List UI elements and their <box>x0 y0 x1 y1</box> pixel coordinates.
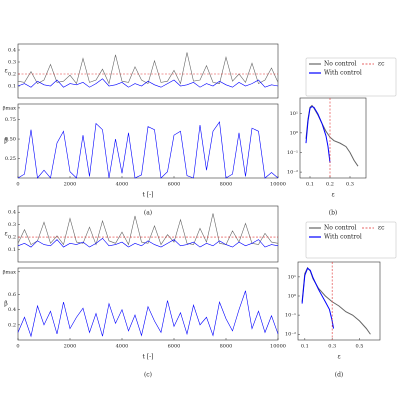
series-line <box>17 290 279 338</box>
y-tick-label: 0.50 <box>5 137 16 143</box>
y-tick-label: 10¹ <box>290 111 298 117</box>
y-axis-label: ε <box>4 68 7 75</box>
series-line <box>17 78 279 88</box>
caption: (d) <box>335 372 344 379</box>
x-tick-label: 8000 <box>220 182 233 188</box>
x-tick-label: 0 <box>16 182 19 188</box>
y-tick-label: βmax <box>3 105 17 111</box>
x-tick-label: 4000 <box>116 182 129 188</box>
y-axis-label: ε <box>4 231 7 238</box>
series-line <box>301 266 371 335</box>
series-line <box>17 121 279 179</box>
series-line <box>17 52 279 85</box>
legend-label: With control <box>324 70 362 77</box>
x-axis-label: ε <box>331 192 334 199</box>
x-tick-label: 6000 <box>168 344 181 350</box>
legend-box <box>305 57 397 97</box>
x-tick-label: 8000 <box>220 344 233 350</box>
plot-frame <box>17 103 279 179</box>
plot-frame <box>17 205 279 263</box>
x-tick-label: 10000 <box>270 182 286 188</box>
x-tick-label: 0.5 <box>356 344 364 350</box>
y-tick-label: βmax <box>3 269 17 275</box>
series-line <box>301 267 335 329</box>
y-tick-label: 10⁻² <box>287 170 298 176</box>
y-tick-label: 10⁻¹ <box>285 313 296 319</box>
legend-label: εc <box>378 61 385 68</box>
x-tick-label: 0.3 <box>346 182 354 188</box>
x-axis-label: ε <box>337 354 340 361</box>
legend-label: No control <box>324 225 356 232</box>
y-tick-label: 0.6 <box>8 292 16 298</box>
y-tick-label: 0.75 <box>5 117 16 123</box>
x-tick-label: 2000 <box>64 344 77 350</box>
y-tick-label: 0.1 <box>8 247 16 253</box>
y-tick-label: 0.1 <box>8 84 16 90</box>
caption: (a) <box>144 210 152 217</box>
y-tick-label: 10¹ <box>288 274 296 280</box>
x-tick-label: 2000 <box>64 182 77 188</box>
x-axis-label: t [-] <box>142 192 153 199</box>
y-tick-label: 0.4 <box>8 48 16 54</box>
y-tick-label: 0.4 <box>8 307 16 313</box>
y-tick-label: 0.3 <box>8 60 16 66</box>
caption: (b) <box>329 210 338 217</box>
series-line <box>305 104 359 167</box>
legend-label: εc <box>378 225 385 232</box>
x-tick-label: 0.1 <box>301 344 309 350</box>
plot-frame <box>17 267 279 341</box>
y-tick-label: 0.3 <box>8 222 16 228</box>
x-axis-label: t [-] <box>142 354 153 361</box>
y-tick-label: 0.4 <box>8 210 16 216</box>
y-tick-label: 10⁰ <box>290 130 298 136</box>
x-tick-label: 6000 <box>168 182 181 188</box>
y-axis-label: β <box>4 138 8 145</box>
y-axis-label: β <box>4 301 8 308</box>
plot-frame <box>299 97 367 179</box>
x-tick-label: 0.1 <box>306 182 314 188</box>
y-tick-label: 10⁻² <box>285 332 296 338</box>
legend-box <box>305 221 397 259</box>
x-tick-label: 0.3 <box>328 344 336 350</box>
y-tick-label: 0.2 <box>8 322 16 328</box>
series-line <box>17 237 279 248</box>
caption: (c) <box>144 372 152 379</box>
y-tick-label: 0.2 <box>8 72 16 78</box>
x-tick-label: 10000 <box>270 344 286 350</box>
x-tick-label: 0.2 <box>326 182 334 188</box>
series-line <box>17 213 279 246</box>
y-tick-label: 10⁻¹ <box>287 150 298 156</box>
plot-frame <box>17 43 279 99</box>
x-tick-label: 4000 <box>116 344 129 350</box>
legend-label: No control <box>324 61 356 68</box>
legend-label: With control <box>324 234 362 241</box>
plot-frame <box>297 261 381 341</box>
y-tick-label: 0.25 <box>5 156 16 162</box>
x-tick-label: 0 <box>16 344 19 350</box>
y-tick-label: 0.2 <box>8 235 16 241</box>
y-tick-label: 10⁰ <box>288 294 296 300</box>
series-line <box>305 105 331 163</box>
